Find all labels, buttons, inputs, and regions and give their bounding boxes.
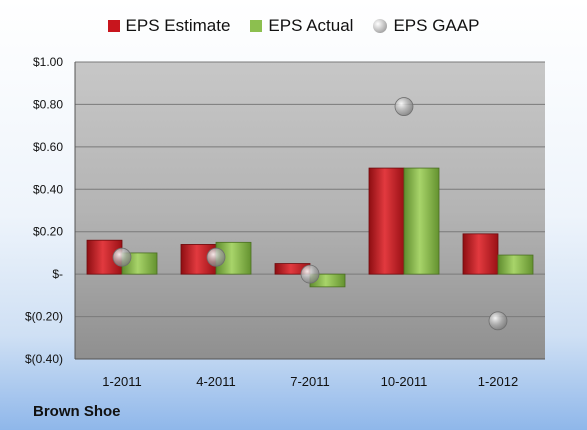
marker-eps-gaap <box>394 97 414 116</box>
y-tick-label: $1.00 <box>33 55 63 69</box>
bar-eps-actual <box>497 254 534 275</box>
x-tick-label: 4-2011 <box>196 374 236 389</box>
x-tick-label: 1-2011 <box>102 374 142 389</box>
bar-eps-actual <box>403 167 440 275</box>
y-tick-label: $0.20 <box>33 225 63 239</box>
y-tick-label: $0.60 <box>33 140 63 154</box>
marker-eps-gaap <box>206 247 226 267</box>
x-tick-label: 7-2011 <box>290 374 330 389</box>
legend-item-estimate: EPS Estimate <box>107 16 231 36</box>
y-tick-label: $0.40 <box>33 182 63 196</box>
legend-item-gaap: EPS GAAP <box>373 16 479 36</box>
y-tick-label: $(0.40) <box>25 352 63 366</box>
plot-area <box>75 62 545 359</box>
legend: EPS Estimate EPS Actual EPS GAAP <box>0 16 587 36</box>
y-tick-label: $(0.20) <box>25 310 63 324</box>
legend-item-actual: EPS Actual <box>250 16 353 36</box>
marker-eps-gaap <box>112 247 132 267</box>
marker-eps-gaap <box>488 311 508 331</box>
gaap-swatch <box>373 19 388 33</box>
company-label: Brown Shoe <box>33 403 121 420</box>
y-tick-label: $0.80 <box>33 97 63 111</box>
marker-eps-gaap <box>300 264 320 284</box>
legend-label-estimate: EPS Estimate <box>125 16 231 35</box>
legend-label-gaap: EPS GAAP <box>393 16 480 35</box>
y-tick-label: $- <box>52 267 63 281</box>
estimate-swatch <box>107 20 120 32</box>
bar-eps-estimate <box>368 167 405 275</box>
bar-eps-estimate <box>462 233 499 275</box>
x-tick-label: 1-2012 <box>478 374 518 389</box>
x-tick-label: 10-2011 <box>381 374 428 389</box>
legend-label-actual: EPS Actual <box>268 16 354 35</box>
actual-swatch <box>250 20 263 32</box>
